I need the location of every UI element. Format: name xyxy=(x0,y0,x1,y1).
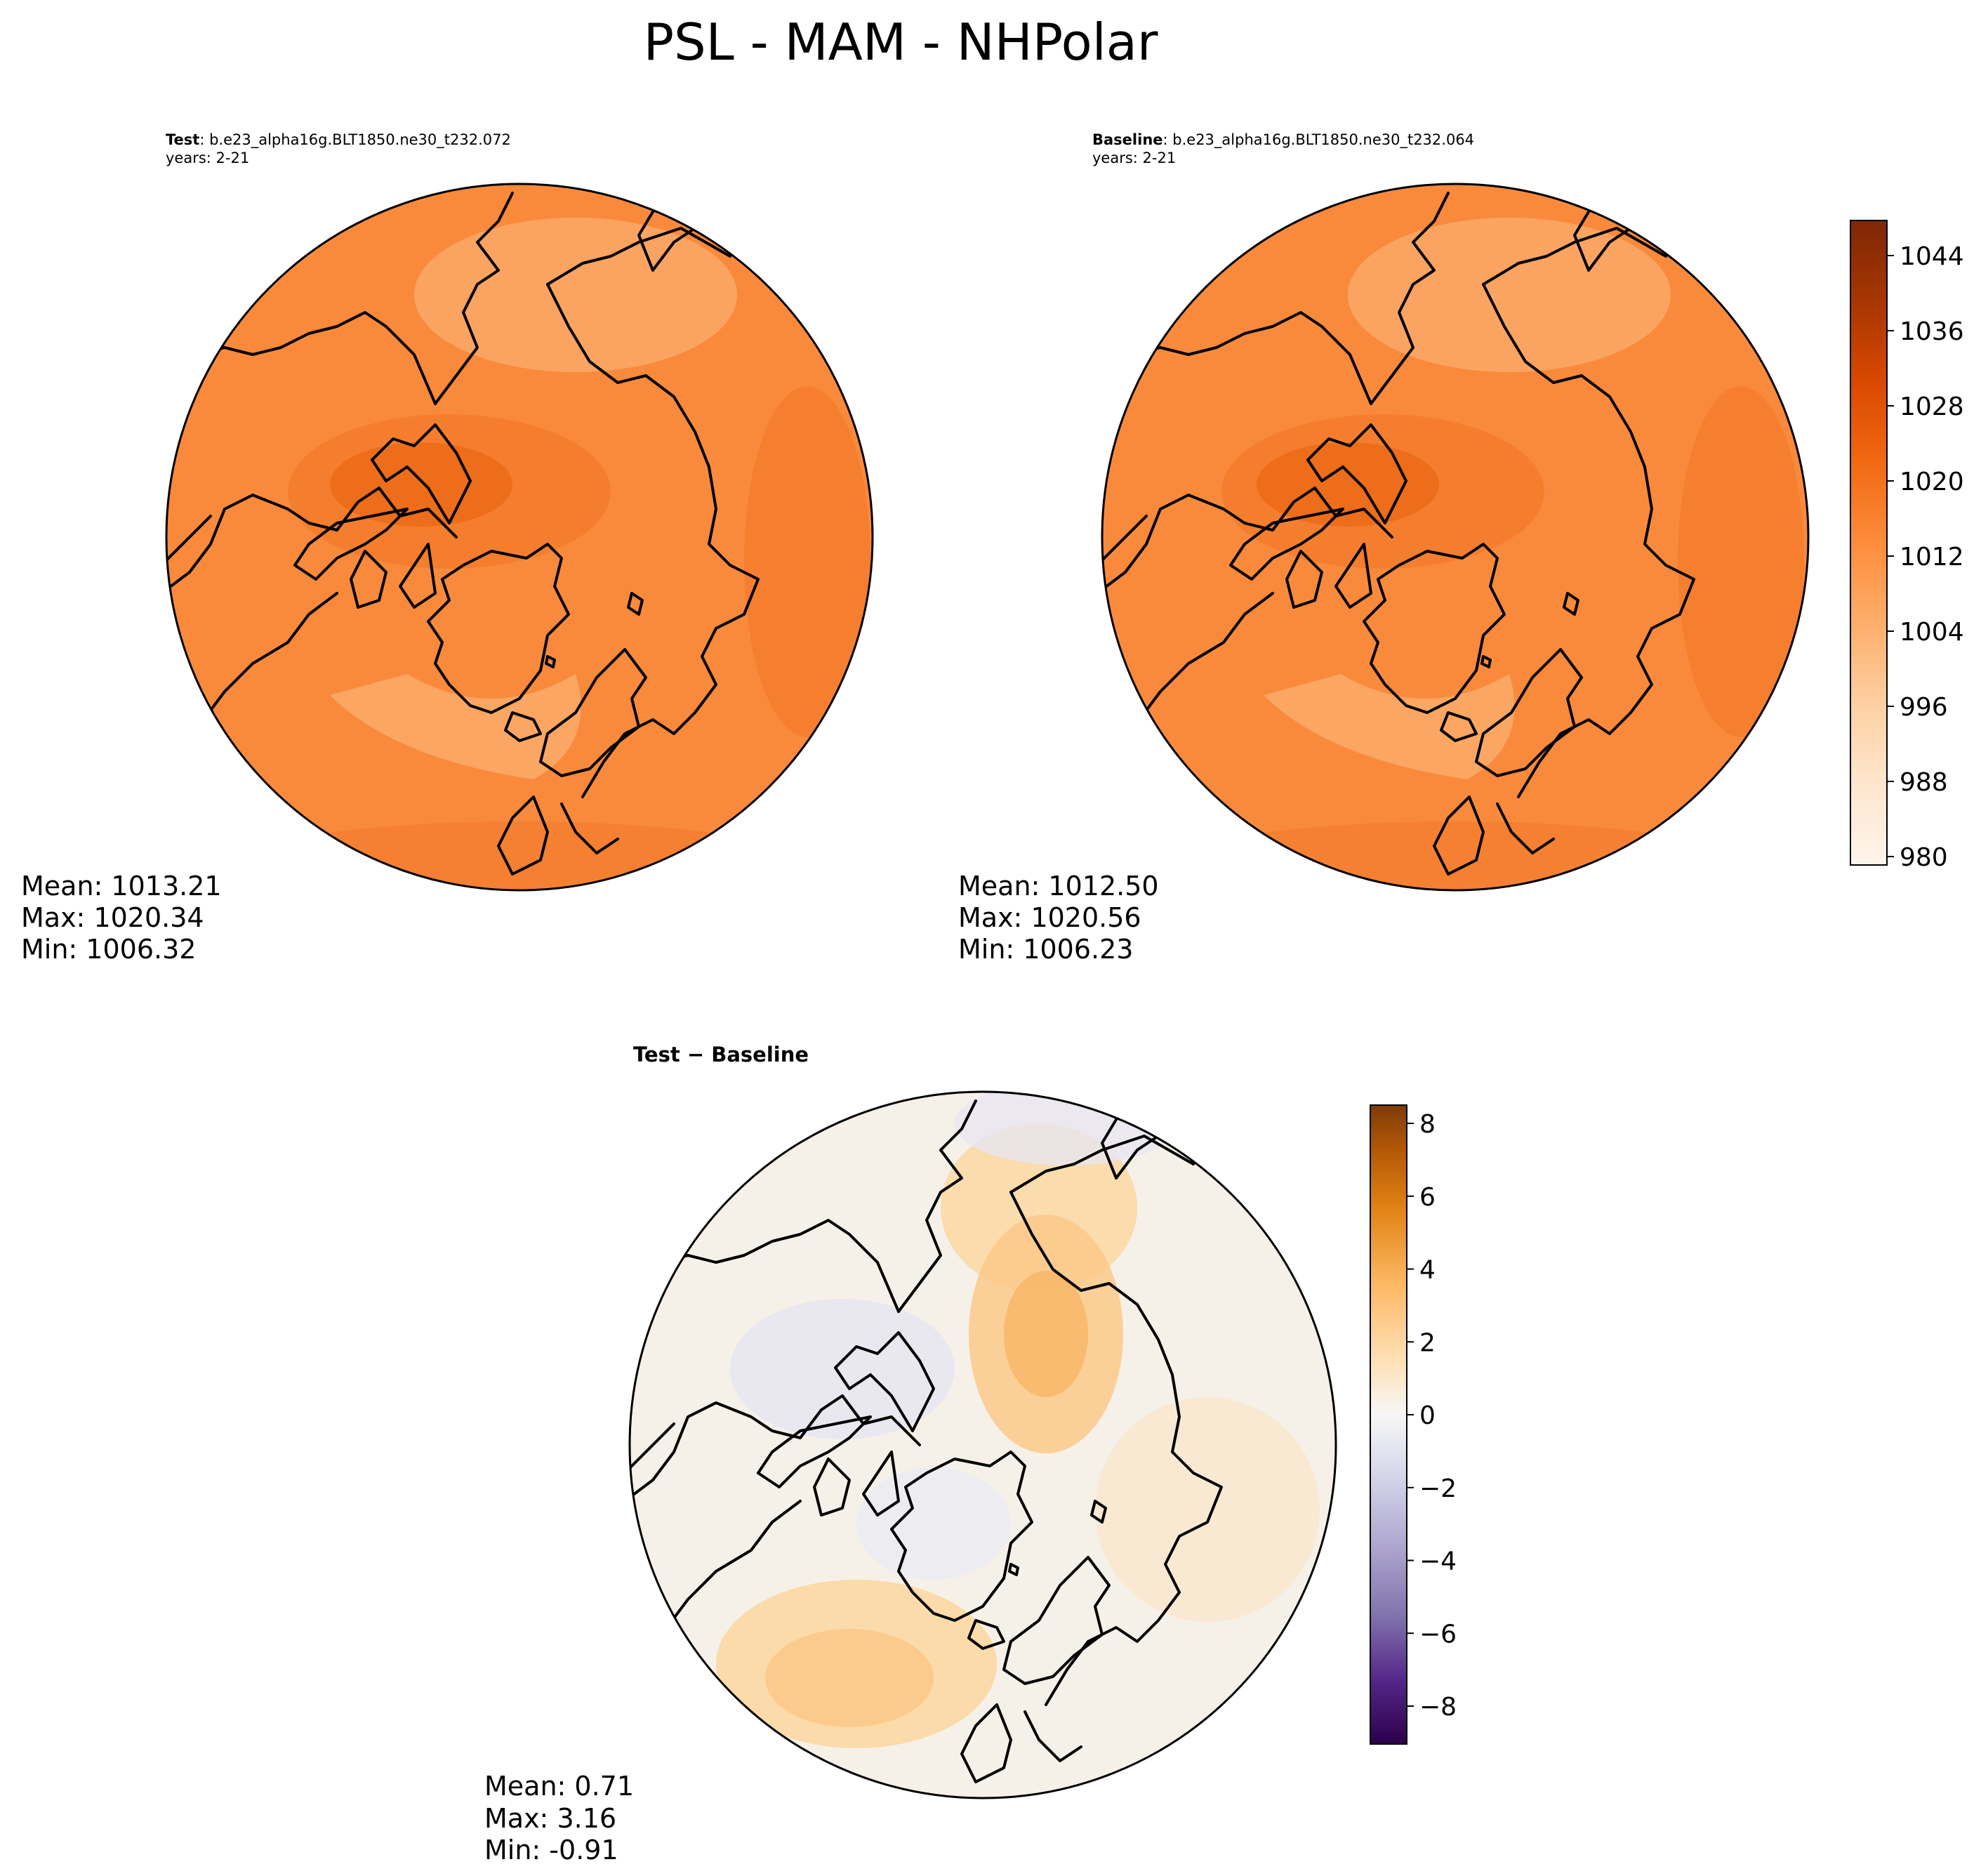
colorbar-tick-label: 988 xyxy=(1900,768,1948,797)
test-min: Min: 1006.32 xyxy=(21,934,196,965)
diff-title: Test − Baseline xyxy=(633,1043,809,1066)
test-mean: Mean: 1013.21 xyxy=(21,871,222,901)
test-label: Test xyxy=(166,131,199,148)
test-max: Max: 1020.34 xyxy=(21,902,204,933)
colorbar-tick-label: 6 xyxy=(1419,1183,1436,1212)
colorbar-tick-label: 1012 xyxy=(1900,543,1964,572)
diff-max: Max: 3.16 xyxy=(484,1803,616,1834)
colorbar-tick-label: 1004 xyxy=(1900,618,1964,647)
colorbar-tick-label: −8 xyxy=(1419,1693,1457,1722)
baseline-map xyxy=(1102,184,1808,890)
baseline-max: Max: 1020.56 xyxy=(958,902,1141,933)
test-map-boundary xyxy=(165,183,874,892)
baseline-mean: Mean: 1012.50 xyxy=(958,871,1159,901)
diff-panel: Test − Baseline Mean: 0.71 Max: 3.16 Min… xyxy=(484,1043,1337,1865)
baseline-map-boundary xyxy=(1101,183,1810,892)
colorbar-tick-label: 4 xyxy=(1419,1256,1436,1285)
colorbar-tick-label: 980 xyxy=(1900,843,1948,872)
colorbar-tick-label: −4 xyxy=(1419,1547,1457,1576)
svg-text:Baseline: b.e23_alpha16g.BLT18: Baseline: b.e23_alpha16g.BLT1850.ne30_t2… xyxy=(1092,131,1474,149)
colorbar-tick-label: 1028 xyxy=(1900,392,1964,421)
colorbar-tick-label: −6 xyxy=(1419,1620,1457,1649)
field-colorbar-ramp xyxy=(1850,220,1888,866)
baseline-years: years: 2-21 xyxy=(1092,150,1176,166)
diff-colorbar-ramp xyxy=(1370,1104,1407,1745)
baseline-panel: Baseline: b.e23_alpha16g.BLT1850.ne30_t2… xyxy=(958,131,1810,965)
figure-title: PSL - MAM - NHPolar xyxy=(644,13,1158,72)
diff-colorbar: 8 6 4 2 0 −2 −4 −6 −8 xyxy=(1370,1104,1457,1745)
test-map xyxy=(166,184,873,890)
colorbar-tick-label: 1020 xyxy=(1900,468,1964,496)
baseline-min: Min: 1006.23 xyxy=(958,934,1133,965)
colorbar-tick-label: −2 xyxy=(1419,1474,1457,1503)
svg-text:Test: b.e23_alpha16g.BLT1850.n: Test: b.e23_alpha16g.BLT1850.ne30_t232.0… xyxy=(166,131,511,149)
field-colorbar: 1044 1036 1028 1020 1012 1004 996 988 980 xyxy=(1850,220,1964,872)
diff-map xyxy=(630,1092,1336,1798)
colorbar-tick-label: 8 xyxy=(1419,1110,1436,1139)
baseline-case-name: : b.e23_alpha16g.BLT1850.ne30_t232.064 xyxy=(1163,131,1475,149)
diff-map-boundary xyxy=(628,1090,1337,1799)
baseline-label: Baseline xyxy=(1092,131,1163,148)
colorbar-tick-label: 1036 xyxy=(1900,317,1964,346)
test-years: years: 2-21 xyxy=(166,150,249,166)
colorbar-tick-label: 1044 xyxy=(1900,242,1964,271)
colorbar-tick-label: 996 xyxy=(1900,693,1948,722)
diff-mean: Mean: 0.71 xyxy=(484,1771,634,1802)
colorbar-tick-label: 0 xyxy=(1419,1401,1436,1430)
colorbar-tick-label: 2 xyxy=(1419,1328,1436,1357)
diff-min: Min: -0.91 xyxy=(484,1835,618,1865)
test-case-name: : b.e23_alpha16g.BLT1850.ne30_t232.072 xyxy=(199,131,511,149)
test-panel: Test: b.e23_alpha16g.BLT1850.ne30_t232.0… xyxy=(21,131,874,965)
